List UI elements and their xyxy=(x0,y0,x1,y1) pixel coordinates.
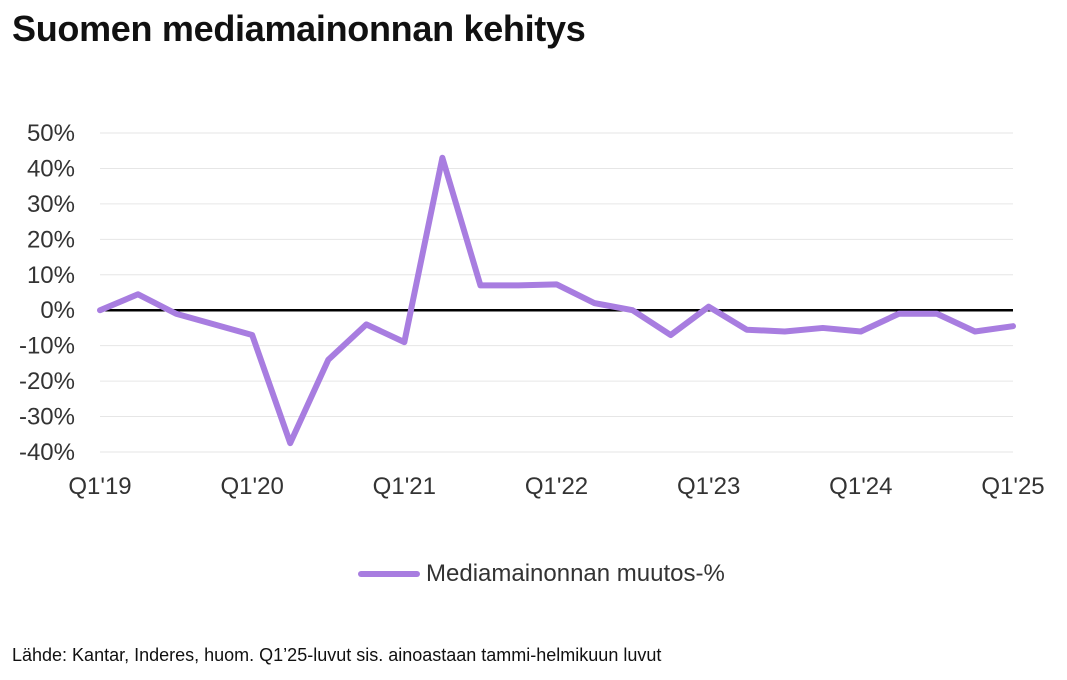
x-axis-tick-labels: Q1'19 Q1'20 Q1'21 Q1'22 Q1'23 Q1'24 Q1'25 xyxy=(68,473,1044,500)
y-tick-label: 30% xyxy=(27,191,75,218)
y-tick-label: 10% xyxy=(27,262,75,289)
y-tick-label: -10% xyxy=(19,333,75,360)
y-tick-label: 0% xyxy=(40,297,75,324)
series-lines xyxy=(100,158,1013,444)
series-line xyxy=(100,158,1013,443)
x-tick-label: Q1'19 xyxy=(68,473,131,500)
source-note: Lähde: Kantar, Inderes, huom. Q1’25-luvu… xyxy=(12,645,661,666)
y-tick-label: -40% xyxy=(19,439,75,466)
y-axis-tick-labels: 50% 40% 30% 20% 10% 0% -10% -20% -30% -40% xyxy=(19,120,75,466)
y-tick-label: -30% xyxy=(19,404,75,431)
y-tick-label: -20% xyxy=(19,368,75,395)
x-tick-label: Q1'20 xyxy=(221,473,284,500)
x-tick-label: Q1'24 xyxy=(829,473,892,500)
x-tick-label: Q1'21 xyxy=(373,473,436,500)
x-tick-label: Q1'22 xyxy=(525,473,588,500)
y-tick-label: 40% xyxy=(27,155,75,182)
legend-label: Mediamainonnan muutos-% xyxy=(426,560,725,588)
legend-swatch xyxy=(358,571,420,577)
x-tick-label: Q1'23 xyxy=(677,473,740,500)
gridlines xyxy=(100,133,1013,452)
x-tick-label: Q1'25 xyxy=(981,473,1044,500)
legend: Mediamainonnan muutos-% xyxy=(358,560,725,588)
y-tick-label: 50% xyxy=(27,120,75,147)
y-tick-label: 20% xyxy=(27,226,75,253)
